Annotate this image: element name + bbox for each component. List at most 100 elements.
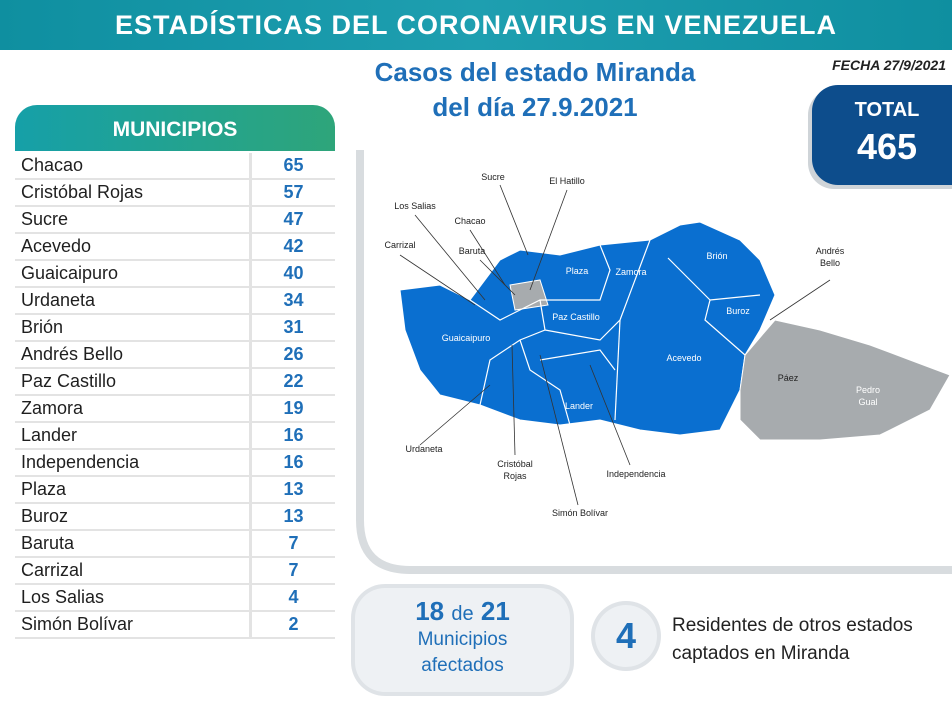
affected-count: 18 xyxy=(415,596,445,626)
map-label: Plaza xyxy=(566,266,589,276)
case-count: 19 xyxy=(250,395,335,423)
case-count: 47 xyxy=(250,206,335,234)
map-label: Brión xyxy=(706,251,727,261)
header: ESTADÍSTICAS DEL CORONAVIRUS EN VENEZUEL… xyxy=(0,0,952,50)
municipality: Chacao xyxy=(15,153,252,180)
map-label: Gual xyxy=(858,397,877,407)
map-label: Baruta xyxy=(459,246,486,256)
table-row: Acevedo 42 xyxy=(15,233,335,261)
affected-box: 18 de 21 Municipios afectados xyxy=(355,588,570,692)
table-row: Carrizal 7 xyxy=(15,557,335,585)
case-count: 40 xyxy=(250,260,335,288)
table-row: Guaicaipuro 40 xyxy=(15,260,335,288)
case-count: 57 xyxy=(250,179,335,207)
case-count: 7 xyxy=(250,530,335,558)
municipality: Cristóbal Rojas xyxy=(15,179,252,207)
table: Chacao 65 Cristóbal Rojas 57 Sucre 47 Acevedo 4… xyxy=(15,153,335,639)
municipality: Zamora xyxy=(15,395,252,423)
map-label: Andrés xyxy=(816,246,845,256)
municipality: Plaza xyxy=(15,476,252,504)
table-row: Cristóbal Rojas 57 xyxy=(15,179,335,207)
map-label: Guaicaipuro xyxy=(442,333,491,343)
municipality: Baruta xyxy=(15,530,252,558)
residents-line: captados en Miranda xyxy=(672,643,850,664)
municipality: Los Salias xyxy=(15,584,252,612)
municipality: Lander xyxy=(15,422,252,450)
case-count: 13 xyxy=(250,503,335,531)
municipality: Acevedo xyxy=(15,233,252,261)
case-count: 4 xyxy=(250,584,335,612)
case-count: 22 xyxy=(250,368,335,396)
map-label: Carrizal xyxy=(384,240,415,250)
subtitle-line: del día 27.9.2021 xyxy=(432,92,638,122)
table-row: Paz Castillo 22 xyxy=(15,368,335,396)
table-row: Lander 16 xyxy=(15,422,335,450)
borders xyxy=(469,239,761,426)
municipality: Simón Bolívar xyxy=(15,611,252,639)
residents-count: 4 xyxy=(595,605,657,667)
case-count: 34 xyxy=(250,287,335,315)
municipality: Andrés Bello xyxy=(15,341,252,369)
case-count: 13 xyxy=(250,476,335,504)
case-count: 26 xyxy=(250,341,335,369)
date: FECHA 27/9/2021 xyxy=(832,57,946,73)
map-region-gray xyxy=(739,319,951,441)
map-label: Cristóbal xyxy=(497,459,533,469)
municipality: Sucre xyxy=(15,206,252,234)
map-label: Bello xyxy=(820,258,840,268)
table-row: Zamora 19 xyxy=(15,395,335,423)
case-count: 31 xyxy=(250,314,335,342)
municipality: Guaicaipuro xyxy=(15,260,252,288)
map-label: Sucre xyxy=(481,172,505,182)
map-label: Urdaneta xyxy=(405,444,442,454)
map-label: Rojas xyxy=(503,471,527,481)
table-row: Simón Bolívar 2 xyxy=(15,611,335,639)
table-row: Andrés Bello 26 xyxy=(15,341,335,369)
leaders xyxy=(399,184,831,506)
map-label: Independencia xyxy=(606,469,665,479)
map-label: Acevedo xyxy=(666,353,701,363)
municipality: Carrizal xyxy=(15,557,252,585)
table-row: Los Salias 4 xyxy=(15,584,335,612)
map-label: Paz Castillo xyxy=(552,312,600,322)
map-label: Zamora xyxy=(615,267,646,277)
case-count: 65 xyxy=(250,153,335,180)
table-row: Buroz 13 xyxy=(15,503,335,531)
case-count: 42 xyxy=(250,233,335,261)
case-count: 7 xyxy=(250,557,335,585)
map-region-gray xyxy=(509,279,549,311)
affected-total: 21 xyxy=(480,596,510,626)
table-row: Independencia 16 xyxy=(15,449,335,477)
map-label: Simón Bolívar xyxy=(552,508,608,518)
table-row: Plaza 13 xyxy=(15,476,335,504)
residents-line: Residentes de otros estados xyxy=(672,615,913,636)
map-label: Buroz xyxy=(726,306,750,316)
affected-of: de xyxy=(451,603,474,625)
table-row: Brión 31 xyxy=(15,314,335,342)
municipality: Paz Castillo xyxy=(15,368,252,396)
map-label: Lander xyxy=(565,401,593,411)
affected-label: afectados xyxy=(421,655,504,676)
municipality: Brión xyxy=(15,314,252,342)
table-header: MUNICIPIOS xyxy=(15,105,335,151)
municipality: Urdaneta xyxy=(15,287,252,315)
map-region xyxy=(399,221,776,436)
municipality: Independencia xyxy=(15,449,252,477)
map-label: El Hatillo xyxy=(549,176,585,186)
map-label: Pedro xyxy=(856,385,880,395)
map-label: Páez xyxy=(778,373,799,383)
case-count: 2 xyxy=(250,611,335,639)
map-label: Los Salias xyxy=(394,201,436,211)
total-box: TOTAL 465 xyxy=(812,85,952,185)
subtitle-line: Casos del estado Miranda xyxy=(374,57,696,87)
title: ESTADÍSTICAS DEL CORONAVIRUS EN VENEZUEL… xyxy=(114,10,838,40)
map-label: Chacao xyxy=(454,216,485,226)
residents-text: Residentes de otros estados captados en M… xyxy=(672,612,913,668)
map-frame xyxy=(356,150,952,574)
case-count: 16 xyxy=(250,449,335,477)
subtitle: Casos del estado Miranda del día 27.9.202… xyxy=(330,55,740,125)
affected-label: Municipios xyxy=(417,629,508,650)
table-row: Baruta 7 xyxy=(15,530,335,558)
